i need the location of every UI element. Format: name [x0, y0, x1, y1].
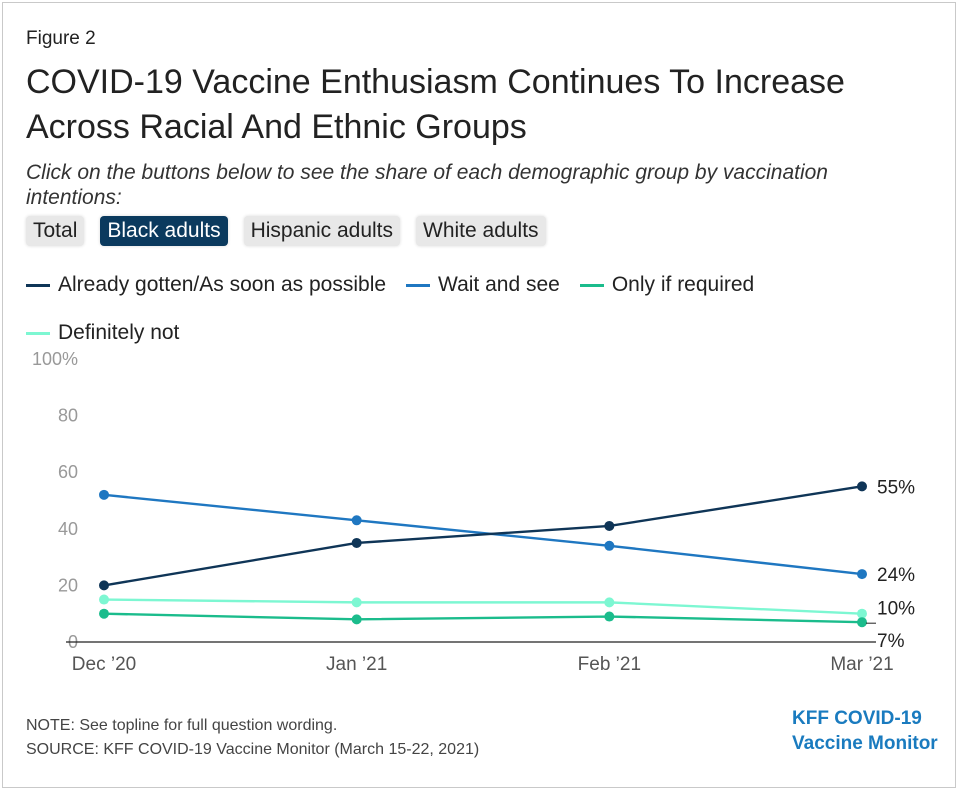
chart-legend: Already gotten/As soon as possible Wait … [26, 272, 926, 346]
button-hispanic-adults[interactable]: Hispanic adults [243, 216, 400, 246]
group-button-bar: Total Black adults Hispanic adults White… [26, 216, 546, 246]
series-line [103, 598, 863, 615]
logo-line-2: Vaccine Monitor [792, 733, 938, 754]
footnote: NOTE: See topline for full question word… [26, 714, 479, 762]
end-label: 55% [877, 477, 915, 498]
data-point [351, 614, 362, 625]
end-label: 24% [877, 565, 915, 586]
y-tick-label: 20 [58, 575, 78, 595]
legend-label: Only if required [611, 273, 755, 296]
data-point [604, 611, 615, 622]
data-point [351, 537, 362, 548]
figure-label: Figure 2 [26, 28, 96, 49]
data-point [99, 608, 109, 619]
data-point [857, 481, 867, 492]
y-tick-label: 100% [32, 349, 78, 369]
y-tick-label: 60 [58, 462, 78, 482]
data-point [604, 540, 615, 551]
legend-swatch-definitely-not [26, 331, 50, 335]
series-line [103, 485, 863, 587]
kff-logo[interactable]: KFF COVID-19 Vaccine Monitor [792, 706, 938, 756]
end-label: 10% [877, 599, 915, 620]
note-text: NOTE: See topline for full question word… [26, 717, 338, 734]
source-text: SOURCE: KFF COVID-19 Vaccine Monitor (Ma… [26, 741, 480, 758]
data-point [99, 489, 109, 500]
legend-swatch-wait-and-see [406, 283, 431, 287]
legend-label: Already gotten/As soon as possible [58, 273, 387, 296]
logo-line-1: KFF COVID-19 [792, 708, 922, 729]
legend-item-wait-and-see[interactable]: Wait and see [406, 272, 560, 298]
data-point [351, 597, 362, 608]
chart-title: COVID-19 Vaccine Enthusiasm Continues To… [26, 63, 845, 146]
x-tick-label: Jan ’21 [326, 654, 387, 675]
x-tick-label: Dec ’20 [72, 654, 136, 675]
legend-label: Wait and see [438, 273, 560, 296]
legend-swatch-already-gotten [26, 283, 50, 287]
data-point [857, 608, 867, 619]
legend-label: Definitely not [58, 321, 180, 344]
data-point [857, 569, 867, 580]
series-line [103, 612, 863, 624]
chart-subtitle: Click on the buttons below to see the sh… [26, 161, 828, 209]
legend-item-definitely-not[interactable]: Definitely not [26, 320, 179, 346]
data-point [857, 617, 867, 628]
data-point [99, 594, 109, 605]
x-tick-label: Mar ’21 [830, 654, 893, 675]
legend-swatch-only-if-required [579, 283, 604, 287]
legend-item-only-if-required[interactable]: Only if required [579, 272, 755, 298]
y-tick-label: 80 [58, 406, 78, 426]
data-point [351, 515, 362, 526]
data-point [99, 580, 109, 591]
series-line [103, 493, 863, 576]
end-label: 7% [877, 631, 905, 652]
button-total[interactable]: Total [26, 216, 85, 246]
data-point [604, 520, 615, 531]
data-point [604, 597, 615, 608]
button-black-adults[interactable]: Black adults [100, 216, 228, 246]
y-tick-label: 40 [58, 519, 78, 539]
button-white-adults[interactable]: White adults [416, 216, 546, 246]
legend-item-already-gotten[interactable]: Already gotten/As soon as possible [26, 272, 386, 298]
x-tick-label: Feb ’21 [578, 654, 641, 675]
